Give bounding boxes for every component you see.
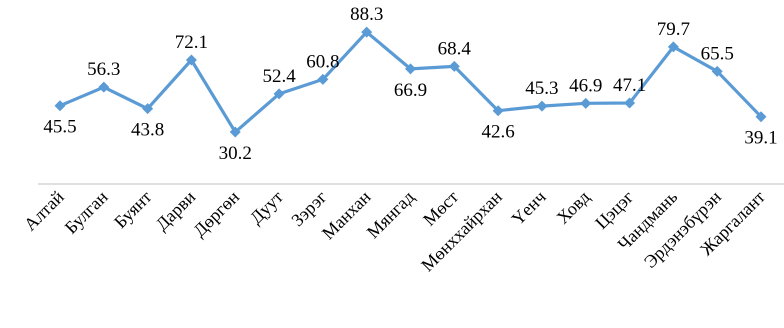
data-point-marker bbox=[536, 100, 548, 112]
data-point-marker bbox=[317, 73, 329, 85]
category-label: Буянт bbox=[110, 187, 156, 233]
data-label-layer: 45.5 56.3 43.8 72.1 30.2 52.4 60.8 88.3 66.9 68.4… bbox=[43, 4, 777, 164]
category-label: Булган bbox=[61, 186, 112, 237]
data-label: 46.9 bbox=[569, 75, 602, 96]
data-label: 47.1 bbox=[613, 75, 646, 96]
category-label: Мянгад bbox=[363, 187, 418, 242]
data-label: 60.8 bbox=[306, 51, 339, 72]
data-point-marker bbox=[405, 63, 416, 75]
data-point-marker bbox=[624, 97, 636, 109]
data-point-marker bbox=[98, 81, 110, 93]
category-label: Ховд bbox=[553, 187, 594, 228]
data-point-marker bbox=[448, 60, 460, 72]
data-point-marker bbox=[667, 41, 679, 53]
data-label: 72.1 bbox=[175, 32, 208, 53]
category-label: Дөргөн bbox=[189, 186, 243, 240]
data-point-marker bbox=[580, 97, 592, 109]
data-point-marker bbox=[54, 100, 66, 112]
data-label: 56.3 bbox=[87, 59, 120, 80]
data-label: 65.5 bbox=[701, 43, 734, 64]
category-label: Манхан bbox=[318, 186, 375, 243]
data-label: 79.7 bbox=[657, 19, 690, 40]
data-point-marker bbox=[711, 65, 723, 77]
data-label: 39.1 bbox=[744, 128, 777, 149]
data-label: 68.4 bbox=[438, 38, 472, 59]
data-point-marker bbox=[142, 103, 154, 115]
data-label: 52.4 bbox=[262, 66, 296, 87]
data-label: 66.9 bbox=[394, 80, 427, 101]
data-point-marker bbox=[755, 111, 767, 123]
category-label: Үенч bbox=[508, 187, 550, 229]
data-point-marker bbox=[229, 126, 241, 138]
data-label: 42.6 bbox=[481, 122, 514, 143]
series-layer bbox=[54, 26, 767, 138]
data-label: 30.2 bbox=[219, 143, 252, 164]
data-point-marker bbox=[492, 105, 504, 117]
data-label: 43.8 bbox=[131, 120, 164, 141]
data-label: 45.3 bbox=[525, 78, 558, 99]
category-label: Дуут bbox=[246, 187, 287, 228]
data-point-marker bbox=[361, 26, 373, 38]
category-label: Алтай bbox=[20, 186, 68, 234]
data-label: 88.3 bbox=[350, 4, 383, 25]
data-label: 45.5 bbox=[43, 117, 76, 138]
category-label: Мөнххайрхан bbox=[417, 186, 506, 275]
data-point-marker bbox=[185, 54, 197, 66]
data-point-marker bbox=[273, 88, 285, 100]
